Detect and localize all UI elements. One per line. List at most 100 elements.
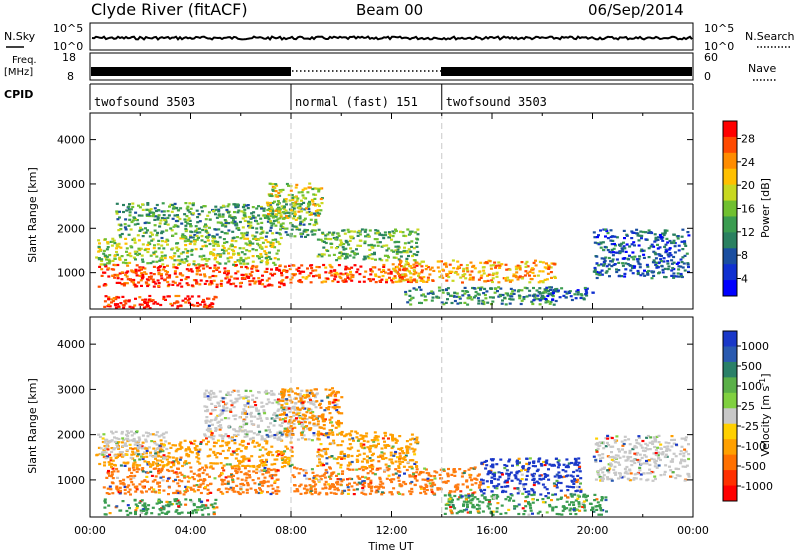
ytick-label: 3000	[57, 383, 85, 396]
date-label: 06/Sep/2014	[588, 1, 684, 19]
ytick-label: 4000	[57, 338, 85, 351]
cpid-row: CPID twofsound 3503 normal (fast) 151 twof…	[4, 83, 694, 110]
scatter-band	[115, 201, 319, 240]
colorbar-swatch	[723, 361, 737, 378]
velocity-colorbar-label-sup: -1	[758, 378, 767, 386]
velocity-colorbar-label: Velocity [m s-1]	[758, 373, 772, 456]
colorbar-tick-label: 16	[741, 203, 755, 216]
scatter-band	[95, 430, 169, 460]
nsky-row: N.Sky 10^5 10^0 10^5 10^0 N.Search	[4, 22, 795, 53]
scatter-band	[97, 263, 294, 289]
xtick-label: 08:00	[275, 524, 307, 537]
colorbar-swatch	[723, 200, 737, 217]
colorbar-swatch	[723, 232, 737, 249]
colorbar-tick-label: 24	[741, 156, 755, 169]
colorbar-swatch	[723, 408, 737, 425]
scatter-band	[404, 286, 558, 306]
colorbar-tick-label: 500	[741, 360, 762, 373]
colorbar-tick-label: 4	[741, 273, 748, 286]
colorbar-tick-label: 25	[741, 400, 755, 413]
scatter-band	[291, 466, 483, 496]
colorbar-swatch	[723, 121, 737, 138]
plot-title: Clyde River (fitACF)	[91, 0, 248, 19]
colorbar-swatch	[723, 392, 737, 409]
scatter-band	[480, 457, 583, 496]
colorbar-swatch	[723, 439, 737, 456]
beam-label: Beam 00	[356, 1, 423, 19]
colorbar-swatch	[723, 377, 737, 394]
time-xlabel: Time UT	[367, 540, 413, 553]
colorbar-frame	[722, 330, 738, 502]
colorbar-swatch	[723, 485, 737, 502]
colorbar-swatch	[723, 454, 737, 471]
nsky-trace	[91, 35, 693, 41]
scatter-band	[95, 237, 282, 266]
nsky-label: N.Sky	[4, 30, 36, 43]
freq-label-line2: [MHz]	[4, 67, 33, 78]
colorbar-swatch	[723, 280, 737, 297]
power-colorbar: 28 24 20 16 12 8 4	[722, 120, 755, 297]
nsky-tick-top: 10^5	[53, 22, 83, 35]
xtick-label: 00:00	[677, 524, 709, 537]
cpid-segment-label: normal (fast) 151	[295, 95, 418, 109]
colorbar-tick-label: 20	[741, 179, 755, 192]
nsearch-tick-top: 10^5	[704, 22, 734, 35]
velocity-colorbar-label-end: ]	[759, 373, 772, 377]
freq-band-3	[441, 67, 692, 76]
xtick-label: 04:00	[175, 524, 207, 537]
scatter-field	[95, 182, 691, 309]
cpid-segment-label: twofsound 3503	[94, 95, 195, 109]
ytick-label: 1000	[57, 267, 85, 280]
colorbar-tick-label: 8	[741, 249, 748, 262]
colorbar-tick-label: 100	[741, 380, 762, 393]
velocity-colorbar-label-main: Velocity [m s	[759, 385, 772, 456]
xtick-label: 00:00	[74, 524, 106, 537]
scatter-band	[316, 430, 420, 469]
colorbar-swatch	[723, 216, 737, 233]
power-panel: 1000 2000 3000 4000	[57, 112, 694, 310]
scatter-band	[103, 294, 218, 309]
scatter-band	[102, 466, 281, 496]
scatter-field	[95, 387, 691, 516]
colorbar-swatch	[723, 423, 737, 440]
ytick-label: 2000	[57, 222, 85, 235]
colorbar-tick-label: 28	[741, 133, 755, 146]
colorbar-tick-label: -500	[741, 460, 766, 473]
colorbar-swatch	[723, 264, 737, 281]
colorbar-tick-label: -25	[741, 420, 759, 433]
power-ylabel: Slant Range [km]	[26, 167, 39, 263]
scatter-band	[531, 286, 595, 302]
colorbar-swatch	[723, 248, 737, 265]
scatter-band	[265, 182, 324, 221]
velocity-panel: 1000 2000 3000 4000 00:00 04:00 08:00 12:00 16:0…	[57, 316, 709, 537]
xtick-label: 12:00	[376, 524, 408, 537]
colorbar-tick-label: 12	[741, 226, 755, 239]
freq-band-1	[91, 67, 291, 76]
nsky-tick-bottom: 10^0	[53, 40, 83, 53]
colorbar-tick-label: -1000	[741, 480, 773, 493]
colorbar-swatch	[723, 470, 737, 487]
colorbar-tick-label: 1000	[741, 340, 769, 353]
freq-tick-top: 18	[62, 51, 76, 64]
xtick-label: 16:00	[476, 524, 508, 537]
colorbar-tick-label: -100	[741, 440, 766, 453]
ytick-label: 2000	[57, 429, 85, 442]
scatter-band	[592, 228, 691, 280]
freq-row: Freq. [MHz] 18 8 60 0 Nave	[4, 51, 776, 83]
cpid-segment-label: twofsound 3503	[446, 95, 547, 109]
colorbar-swatch	[723, 184, 737, 202]
colorbar-swatch	[723, 331, 737, 347]
velocity-ylabel: Slant Range [km]	[26, 378, 39, 474]
nave-tick-bottom: 0	[704, 70, 711, 83]
colorbar-swatch	[723, 346, 737, 363]
freq-tick-bottom: 8	[67, 70, 74, 83]
nsearch-label: N.Search	[745, 30, 795, 43]
scatter-band	[443, 493, 608, 516]
ytick-label: 4000	[57, 134, 85, 147]
scatter-band	[391, 259, 557, 284]
colorbar-swatch	[723, 136, 737, 154]
nsearch-tick-bottom: 10^0	[704, 40, 734, 53]
power-colorbar-label: Power [dB]	[759, 178, 772, 238]
colorbar-swatch	[723, 168, 737, 186]
